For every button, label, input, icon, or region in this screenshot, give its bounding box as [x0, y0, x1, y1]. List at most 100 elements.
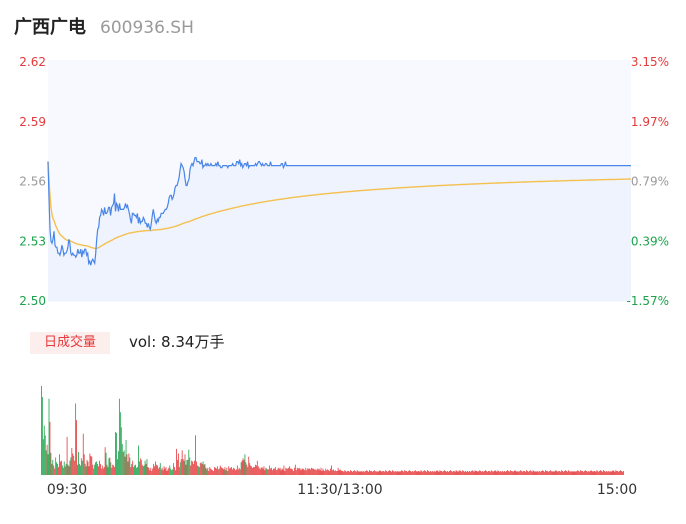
volume-bar	[525, 471, 526, 475]
volume-bar	[96, 461, 97, 475]
x-tick: 11:30/13:00	[297, 482, 382, 498]
volume-bar	[75, 403, 77, 475]
volume-bar	[246, 464, 248, 475]
volume-bar	[521, 471, 523, 475]
volume-bar	[446, 471, 447, 475]
volume-bar	[467, 471, 468, 475]
volume-bar	[613, 471, 615, 475]
volume-bar	[390, 471, 392, 475]
volume-bar	[475, 471, 477, 475]
volume-bar	[366, 470, 368, 475]
volume-bar	[63, 461, 65, 475]
volume-bar	[508, 471, 510, 475]
volume-bar	[339, 469, 341, 475]
volume-bar	[240, 462, 242, 475]
volume-bar	[451, 471, 453, 475]
volume-bar	[235, 470, 236, 475]
volume-bar	[371, 471, 372, 475]
volume-bar	[396, 471, 398, 475]
volume-bar	[72, 453, 74, 475]
y-tick-right: 1.97%	[631, 115, 669, 129]
volume-bar	[125, 440, 127, 475]
volume-bar	[270, 468, 272, 475]
volume-bar	[299, 468, 301, 475]
volume-bar	[138, 461, 140, 475]
volume-bar	[431, 471, 433, 475]
volume-bar	[313, 468, 314, 475]
volume-bar	[498, 471, 500, 475]
volume-bar	[477, 471, 479, 475]
volume-bar	[605, 471, 607, 475]
volume-bar	[449, 470, 451, 475]
volume-bar	[98, 466, 99, 475]
volume-bar	[526, 470, 527, 475]
volume-bar	[546, 471, 547, 475]
volume-bar	[201, 463, 203, 475]
volume-tab[interactable]: 日成交量	[30, 332, 110, 354]
volume-bar	[83, 454, 85, 475]
volume-bar	[375, 471, 377, 475]
volume-bar	[529, 470, 531, 475]
volume-bar	[182, 459, 184, 475]
volume-bar	[578, 471, 580, 475]
volume-bar	[220, 467, 222, 475]
volume-bar	[346, 471, 348, 475]
volume-bar	[458, 471, 460, 475]
volume-bar	[549, 470, 551, 475]
volume-bar	[328, 470, 330, 475]
volume-bar	[512, 471, 514, 475]
volume-bar	[382, 471, 384, 475]
volume-bar	[543, 471, 544, 475]
volume-bar	[52, 459, 54, 475]
volume-bar	[350, 470, 351, 475]
volume-bar	[199, 463, 201, 475]
volume-bar	[386, 471, 388, 475]
volume-bar	[255, 465, 257, 475]
volume-bar	[62, 467, 64, 475]
volume-bar	[195, 435, 196, 475]
percent-axis-right: 3.15% 1.97% 0.79% -0.39% -1.57%	[627, 55, 669, 308]
volume-bar	[102, 468, 104, 475]
volume-bar	[221, 467, 223, 475]
volume-bar	[177, 453, 179, 475]
volume-bar	[60, 460, 62, 475]
volume-bar	[343, 471, 345, 475]
volume-bar	[371, 471, 373, 475]
volume-bar	[203, 464, 205, 475]
volume-bar	[388, 471, 389, 475]
volume-bar	[283, 465, 285, 475]
volume-bar	[362, 471, 364, 475]
volume-bar	[473, 471, 475, 475]
volume-bar	[194, 460, 195, 475]
volume-value: vol: 8.34万手	[129, 333, 225, 351]
volume-bar	[168, 467, 170, 475]
volume-bar	[300, 470, 302, 475]
volume-bar	[569, 471, 571, 475]
volume-bar	[589, 471, 591, 475]
volume-bar	[279, 467, 281, 475]
volume-bar	[277, 467, 279, 475]
volume-bar	[345, 471, 347, 475]
volume-bar	[460, 471, 462, 475]
volume-bar	[166, 471, 168, 475]
volume-bar	[383, 471, 385, 475]
volume-bar	[281, 468, 283, 475]
volume-bar	[289, 466, 291, 475]
volume-bar	[620, 470, 621, 475]
volume-bar	[469, 471, 471, 475]
volume-bar	[225, 470, 227, 475]
volume-bar	[533, 471, 535, 475]
volume-bar	[196, 461, 197, 475]
volume-bar	[159, 463, 161, 475]
volume-bar	[352, 471, 353, 475]
volume-bar	[247, 467, 249, 475]
volume-bar	[53, 465, 55, 475]
y-tick-left: 2.53	[19, 234, 46, 248]
volume-bar	[124, 456, 126, 475]
volume-bar	[335, 471, 337, 475]
volume-bar	[359, 471, 361, 475]
volume-bar	[286, 468, 288, 475]
volume-bar	[251, 466, 252, 475]
volume-bar	[242, 458, 244, 475]
